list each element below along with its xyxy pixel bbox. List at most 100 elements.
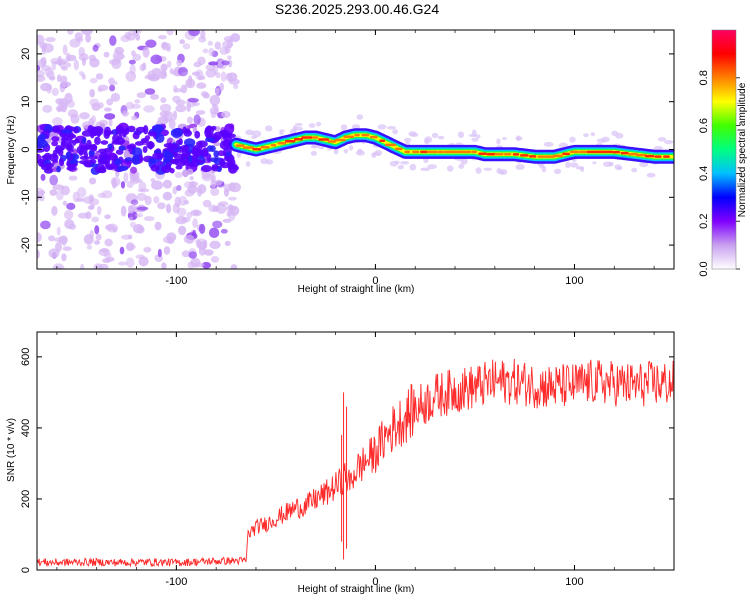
- spectrogram-band-cell: [174, 153, 185, 162]
- spectrogram-halo-cell: [279, 131, 284, 136]
- spectrogram-band-cell: [152, 152, 165, 160]
- colorbar-tick-label: 0.2: [698, 214, 710, 229]
- colorbar-tick-label: 0.4: [698, 166, 710, 181]
- spectrogram-noise-cell: [89, 88, 95, 98]
- spectrogram-noise-cell: [100, 248, 109, 253]
- spectrogram-halo-cell: [374, 149, 383, 157]
- spectrogram-noise-cell: [144, 88, 156, 95]
- spectrogram-noise-cell: [37, 69, 45, 78]
- spectrogram-halo-cell: [516, 135, 521, 142]
- spectrogram-band-cell: [134, 141, 144, 146]
- spectrogram-halo-cell: [471, 137, 479, 142]
- spectrogram-noise-cell: [214, 179, 223, 186]
- spectrogram-halo-cell: [318, 146, 325, 150]
- spectrogram-noise-cell: [67, 30, 74, 35]
- spectrogram-noise-cell: [159, 103, 172, 113]
- spectrogram-noise-cell: [109, 35, 117, 46]
- spectrogram-noise-cell: [158, 71, 168, 80]
- spectrogram-band-cell: [211, 164, 219, 170]
- spectrogram-noise-cell: [230, 264, 238, 269]
- spectrogram-y-tick-label: 0: [20, 146, 32, 152]
- spectrogram-noise-cell: [104, 113, 116, 120]
- spectrogram-band-cell: [142, 145, 148, 154]
- spectrogram-band-cell: [200, 149, 209, 157]
- spectrogram-noise-cell: [157, 248, 162, 258]
- spectrogram-band-cell: [115, 126, 124, 135]
- spectrogram-band-cell: [81, 137, 87, 144]
- spectrogram-noise-cell: [157, 202, 166, 210]
- spectrogram-noise-cell: [109, 84, 116, 92]
- spectrogram-band-cell: [73, 126, 79, 134]
- spectrogram-band-cell: [37, 158, 45, 167]
- spectrogram-band-cell: [152, 124, 164, 133]
- spectrogram-band-cell: [98, 168, 107, 174]
- snr-x-tick-label: 0: [372, 576, 378, 588]
- spectrogram-band-cell: [60, 129, 73, 134]
- spectrogram-noise-cell: [91, 216, 100, 223]
- spectrogram-noise-cell: [150, 94, 160, 100]
- spectrogram-noise-cell: [120, 234, 133, 240]
- spectrogram-band-cell: [167, 143, 179, 151]
- spectrogram-noise-cell: [49, 75, 56, 81]
- spectrogram-noise-cell: [53, 266, 63, 269]
- spectrogram-noise-cell: [188, 181, 199, 187]
- spectrogram-noise-cell: [135, 213, 144, 218]
- spectrogram-halo-cell: [541, 165, 547, 173]
- spectrogram-noise-cell: [195, 110, 206, 115]
- spectrogram-halo-cell: [351, 124, 361, 130]
- spectrogram-band-cell: [125, 127, 130, 135]
- spectrogram-noise-cell: [192, 101, 201, 106]
- spectrogram-noise-cell: [178, 225, 187, 236]
- spectrogram-noise-cell: [49, 189, 58, 196]
- spectrogram-band-cell: [142, 125, 149, 135]
- spectrogram-band-cell: [114, 158, 122, 166]
- spectrogram-noise-cell: [161, 42, 171, 51]
- spectrogram-noise-cell: [145, 39, 157, 48]
- spectrogram-noise-cell: [73, 59, 79, 71]
- spectrogram-noise-cell: [87, 205, 95, 210]
- spectrogram-noise-cell: [61, 235, 67, 247]
- spectrogram-band-cell: [213, 150, 220, 158]
- spectrogram-band-cell: [148, 140, 154, 150]
- spectrogram-noise-cell: [133, 224, 144, 234]
- spectrogram-band-cell: [192, 159, 205, 164]
- spectrogram-halo-cell: [251, 130, 262, 138]
- spectrogram-band-cell: [210, 157, 218, 163]
- spectrogram-noise-cell: [74, 32, 83, 41]
- spectrogram-band-cell: [126, 144, 136, 150]
- spectrogram-noise-cell: [37, 58, 47, 68]
- spectrogram-halo-cell: [340, 124, 348, 131]
- spectrogram-noise-cell: [104, 224, 115, 231]
- spectrogram-noise-cell: [178, 195, 188, 206]
- spectrogram-noise-cell: [188, 30, 200, 37]
- spectrogram-noise-cell: [68, 175, 78, 181]
- spectrogram-marks: [37, 30, 674, 269]
- spectrogram-noise-cell: [103, 51, 110, 58]
- spectrogram-noise-cell: [97, 84, 109, 91]
- spectrogram-band-cell: [88, 155, 98, 160]
- spectrogram-noise-cell: [88, 54, 97, 62]
- spectrogram-noise-cell: [51, 87, 59, 97]
- spectrogram-noise-cell: [119, 246, 125, 255]
- spectrogram-halo-cell: [377, 124, 387, 130]
- spectrogram-noise-cell: [136, 192, 147, 201]
- spectrogram-band-cell: [209, 145, 216, 152]
- spectrogram-noise-cell: [209, 94, 221, 106]
- spectrogram-noise-cell: [182, 43, 191, 50]
- spectrogram-noise-cell: [40, 220, 51, 230]
- spectrogram-noise-cell: [104, 214, 111, 220]
- spectrogram-noise-cell: [91, 102, 101, 111]
- spectrogram-noise-cell: [208, 227, 220, 239]
- spectrogram-noise-cell: [218, 201, 229, 207]
- spectrogram-halo-cell: [356, 114, 364, 120]
- spectrogram-noise-cell: [129, 63, 136, 75]
- spectrogram-noise-cell: [202, 48, 209, 54]
- spectrogram-noise-cell: [198, 223, 206, 235]
- spectrogram-noise-cell: [61, 253, 67, 262]
- spectrogram-halo-cell: [424, 138, 430, 145]
- spectrogram-noise-cell: [178, 66, 189, 77]
- spectrogram-noise-cell: [39, 42, 48, 49]
- figure-title: S236.2025.293.00.46.G24: [275, 1, 439, 17]
- spectrogram-band-cell: [73, 138, 80, 144]
